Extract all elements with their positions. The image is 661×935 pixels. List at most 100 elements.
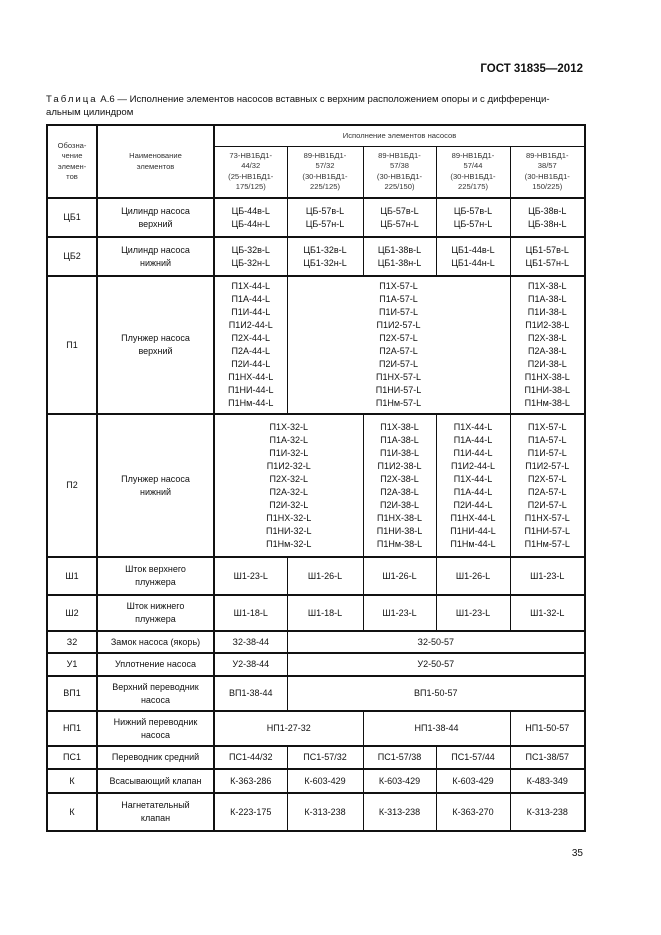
element-code: ПС1 bbox=[46, 745, 98, 770]
pump-elements-table: Обозна- чение элемен- тов Наименование э… bbox=[46, 124, 587, 832]
page-number: 35 bbox=[571, 848, 583, 859]
element-variant-cell: ПС1-44/32 bbox=[213, 745, 288, 770]
header-row: Обозна- чение элемен- тов Наименование э… bbox=[46, 124, 586, 199]
table-row: ЦБ2 Цилиндр насоса нижний ЦБ-32в-L ЦБ-32н-… bbox=[46, 236, 586, 277]
element-variant-cell: ЦБ1-32в-L ЦБ1-32н-L bbox=[286, 236, 364, 277]
table-row: К Всасывающий клапан К-363-286 К-603-429 К-6… bbox=[46, 768, 586, 794]
header-name: Наименование элементов bbox=[96, 124, 215, 199]
element-variant-cell: К-313-238 bbox=[362, 792, 437, 832]
element-variant-cell: ЦБ-38в-L ЦБ-38н-L bbox=[509, 197, 586, 238]
element-variant-cell: К-223-175 bbox=[213, 792, 288, 832]
header-designation: Обозна- чение элемен- тов bbox=[46, 124, 98, 199]
element-code: К bbox=[46, 792, 98, 832]
element-variant-cell: К-603-429 bbox=[286, 768, 364, 794]
element-name: Замок насоса (якорь) bbox=[96, 630, 215, 654]
element-variant-cell: Ш1-18-L bbox=[286, 594, 364, 632]
element-name: Шток верхнего плунжера bbox=[96, 556, 215, 596]
element-variant-cell: НП1-27-32 bbox=[213, 710, 364, 747]
element-variant-cell: П1Х-44-L П1А-44-L П1И-44-L П1И2-44-L П2Х… bbox=[213, 275, 288, 415]
element-name: Нагнетательный клапан bbox=[96, 792, 215, 832]
element-variant-cell: П1Х-38-L П1А-38-L П1И-38-L П1И2-38-L П2Х… bbox=[509, 275, 586, 415]
table-row: П1 Плунжер насоса верхний П1Х-44-L П1А-44-… bbox=[46, 275, 586, 415]
element-variant-cell: ЦБ-57в-L ЦБ-57н-L bbox=[435, 197, 511, 238]
element-variant-cell: К-313-238 bbox=[286, 792, 364, 832]
element-variant-cell: К-363-286 bbox=[213, 768, 288, 794]
element-variant-cell: К-363-270 bbox=[435, 792, 511, 832]
element-code: ВП1 bbox=[46, 675, 98, 712]
element-variant-cell: Ш1-26-L bbox=[362, 556, 437, 596]
element-variant-cell: Ш1-23-L bbox=[435, 594, 511, 632]
element-name: Плунжер насоса верхний bbox=[96, 275, 215, 415]
header-variant: 89-НВ1БД1- 57/38 (30-НВ1БД1- 225/150) bbox=[362, 145, 437, 199]
element-variant-cell: П1Х-32-L П1А-32-L П1И-32-L П1И2-32-L П2Х… bbox=[213, 413, 364, 558]
caption-text: А.6 — Исполнение элементов насосов встав… bbox=[46, 94, 550, 118]
element-variant-cell: ЦБ1-57в-L ЦБ1-57н-L bbox=[509, 236, 586, 277]
element-variant-cell: ЦБ-32в-L ЦБ-32н-L bbox=[213, 236, 288, 277]
element-name: Уплотнение насоса bbox=[96, 652, 215, 677]
element-variant-cell: ПС1-57/32 bbox=[286, 745, 364, 770]
element-code: НП1 bbox=[46, 710, 98, 747]
table-row: Ш1 Шток верхнего плунжера Ш1-23-L Ш1-26-L Ш1… bbox=[46, 556, 586, 596]
element-variant-cell: ЦБ1-44в-L ЦБ1-44н-L bbox=[435, 236, 511, 277]
element-variant-cell: НП1-50-57 bbox=[509, 710, 586, 747]
header-variant: 89-НВ1БД1- 57/32 (30-НВ1БД1- 225/125) bbox=[286, 145, 364, 199]
table-row: З2 Замок насоса (якорь) З2-38-44 З2-50-57 bbox=[46, 630, 586, 654]
element-variant-cell: К-603-429 bbox=[435, 768, 511, 794]
element-variant-cell: ПС1-38/57 bbox=[509, 745, 586, 770]
caption-label: Таблица bbox=[46, 94, 98, 105]
element-variant-cell: Ш1-26-L bbox=[286, 556, 364, 596]
element-code: ЦБ1 bbox=[46, 197, 98, 238]
element-name: Переводник средний bbox=[96, 745, 215, 770]
element-variant-cell: ВП1-50-57 bbox=[286, 675, 586, 712]
element-variant-cell: НП1-38-44 bbox=[362, 710, 511, 747]
table-row: НП1 Нижний переводник насоса НП1-27-32 НП1-… bbox=[46, 710, 586, 747]
element-variant-cell: Ш1-26-L bbox=[435, 556, 511, 596]
element-variant-cell: ЦБ-44в-L ЦБ-44н-L bbox=[213, 197, 288, 238]
table-caption: Таблица А.6 — Исполнение элементов насос… bbox=[46, 93, 584, 119]
element-variant-cell: Ш1-23-L bbox=[213, 556, 288, 596]
element-code: П1 bbox=[46, 275, 98, 415]
element-variant-cell: Ш1-23-L bbox=[509, 556, 586, 596]
table-row: Ш2 Шток нижнего плунжера Ш1-18-L Ш1-18-L Ш1-… bbox=[46, 594, 586, 632]
element-variant-cell: П1Х-57-L П1А-57-L П1И-57-L П1И2-57-L П2Х… bbox=[509, 413, 586, 558]
element-variant-cell: У2-38-44 bbox=[213, 652, 288, 677]
table-row: К Нагнетательный клапан К-223-175 К-313-238… bbox=[46, 792, 586, 832]
element-variant-cell: ЦБ-57в-L ЦБ-57н-L bbox=[286, 197, 364, 238]
element-code: К bbox=[46, 768, 98, 794]
header-variant: 89-НВ1БД1- 38/57 (30-НВ1БД1- 150/225) bbox=[509, 145, 586, 199]
element-code: П2 bbox=[46, 413, 98, 558]
element-variant-cell: ВП1-38-44 bbox=[213, 675, 288, 712]
table-row: ВП1 Верхний переводник насоса ВП1-38-44 ВП1… bbox=[46, 675, 586, 712]
element-variant-cell: ПС1-57/38 bbox=[362, 745, 437, 770]
element-variant-cell: К-603-429 bbox=[362, 768, 437, 794]
element-code: Ш2 bbox=[46, 594, 98, 632]
element-name: Всасывающий клапан bbox=[96, 768, 215, 794]
header-variant: 89-НВ1БД1- 57/44 (30-НВ1БД1- 225/175) bbox=[435, 145, 511, 199]
element-name: Цилиндр насоса нижний bbox=[96, 236, 215, 277]
element-variant-cell: З2-50-57 bbox=[286, 630, 586, 654]
element-name: Верхний переводник насоса bbox=[96, 675, 215, 712]
element-code: Ш1 bbox=[46, 556, 98, 596]
element-variant-cell: У2-50-57 bbox=[286, 652, 586, 677]
element-code: З2 bbox=[46, 630, 98, 654]
table-row: ЦБ1 Цилиндр насоса верхний ЦБ-44в-L ЦБ-44н… bbox=[46, 197, 586, 238]
element-code: У1 bbox=[46, 652, 98, 677]
element-variant-cell: Ш1-32-L bbox=[509, 594, 586, 632]
element-variant-cell: К-313-238 bbox=[509, 792, 586, 832]
element-variant-cell: П1Х-57-L П1А-57-L П1И-57-L П1И2-57-L П2Х… bbox=[286, 275, 511, 415]
element-variant-cell: Ш1-23-L bbox=[362, 594, 437, 632]
standard-number: ГОСТ 31835—2012 bbox=[480, 63, 583, 75]
table-row: У1 Уплотнение насоса У2-38-44 У2-50-57 bbox=[46, 652, 586, 677]
element-variant-cell: ЦБ-57в-L ЦБ-57н-L bbox=[362, 197, 437, 238]
element-code: ЦБ2 bbox=[46, 236, 98, 277]
table-row: П2 Плунжер насоса нижний П1Х-32-L П1А-32-L… bbox=[46, 413, 586, 558]
header-variants-row: 73-НВ1БД1- 44/32 (25-НВ1БД1- 175/125) 89… bbox=[47, 145, 586, 199]
element-variant-cell: Ш1-18-L bbox=[213, 594, 288, 632]
element-name: Цилиндр насоса верхний bbox=[96, 197, 215, 238]
element-variant-cell: П1Х-44-L П1А-44-L П1И-44-L П1И2-44-L П1Х… bbox=[435, 413, 511, 558]
header-variant: 73-НВ1БД1- 44/32 (25-НВ1БД1- 175/125) bbox=[213, 145, 288, 199]
element-variant-cell: З2-38-44 bbox=[213, 630, 288, 654]
table-row: ПС1 Переводник средний ПС1-44/32 ПС1-57/32 П… bbox=[46, 745, 586, 770]
element-variant-cell: ПС1-57/44 bbox=[435, 745, 511, 770]
element-variant-cell: К-483-349 bbox=[509, 768, 586, 794]
